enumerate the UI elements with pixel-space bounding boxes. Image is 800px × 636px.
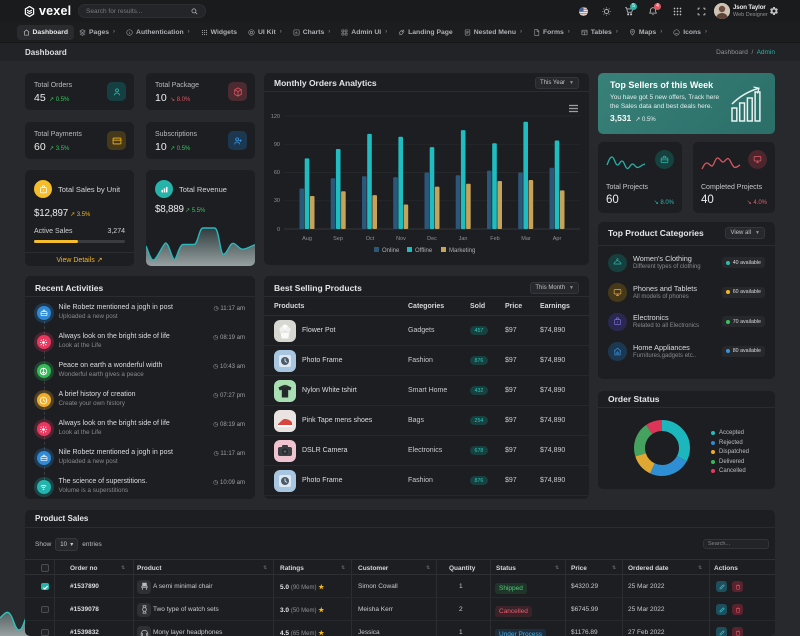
svg-text:Offline: Offline [415,248,433,254]
svg-text:90: 90 [274,142,280,148]
svg-text:Apr: Apr [553,236,562,242]
svg-text:Dec: Dec [427,236,437,242]
svg-text:120: 120 [271,114,280,120]
svg-text:Nov: Nov [396,236,406,242]
svg-text:Online: Online [382,248,400,254]
svg-text:0: 0 [277,227,280,233]
svg-text:Oct: Oct [366,236,375,242]
svg-text:Aug: Aug [302,236,312,242]
svg-text:Jan: Jan [459,236,468,242]
svg-text:Sep: Sep [333,236,343,242]
svg-text:Feb: Feb [490,236,499,242]
svg-text:Mar: Mar [521,236,531,242]
svg-text:Marketing: Marketing [449,248,475,254]
svg-text:30: 30 [274,198,280,204]
svg-text:60: 60 [274,170,280,176]
